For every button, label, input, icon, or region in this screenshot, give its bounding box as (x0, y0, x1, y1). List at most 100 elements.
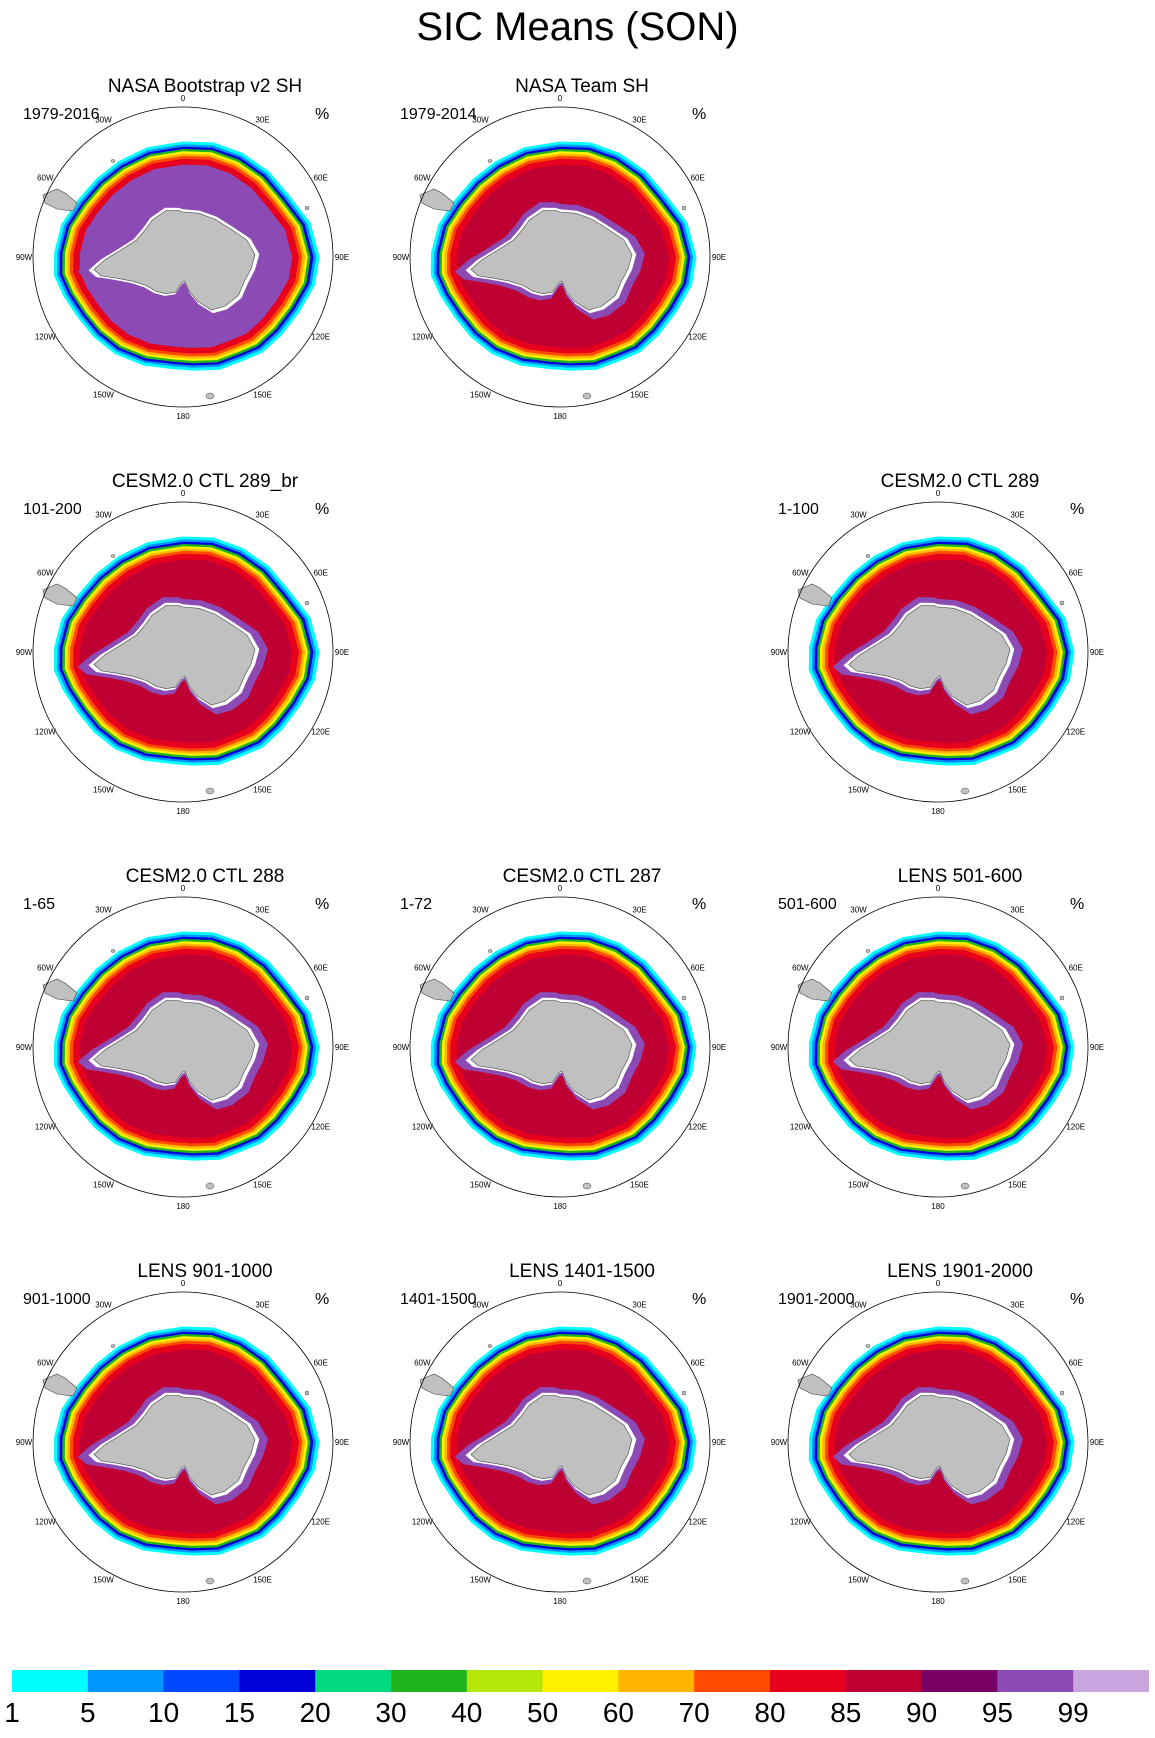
longitude-label: 90E (335, 253, 349, 262)
colorbar-tick-label: 85 (830, 1697, 862, 1728)
longitude-label: 150E (630, 1181, 649, 1190)
longitude-label: 180 (176, 1202, 190, 1211)
antarctica-landmass (848, 605, 1011, 706)
longitude-label: 90E (1090, 1043, 1104, 1052)
map-boundary (409, 106, 711, 408)
longitude-label: 60E (691, 1359, 705, 1368)
map-boundary (32, 501, 334, 803)
map-boundary (32, 896, 334, 1198)
panel-title: LENS 1401-1500 (509, 1261, 655, 1282)
longitude-label: 150W (848, 1576, 869, 1585)
longitude-label: 150W (93, 786, 114, 795)
polar-map: 0 30E 60E 90E 120E 150E 180 150W 120W 90W 60W 30W (16, 94, 349, 421)
kerguelen-islet (681, 1390, 687, 1396)
longitude-label: 150E (630, 1576, 649, 1585)
map-boundary (787, 896, 1089, 1198)
colorbar-swatch (163, 1670, 240, 1692)
longitude-label: 60E (691, 174, 705, 183)
new-zealand-islet (205, 392, 215, 400)
kerguelen-islet (304, 995, 310, 1001)
panel-title: LENS 1901-2000 (887, 1261, 1033, 1282)
antarctica-landmass (848, 1000, 1011, 1101)
panel-period: 1901-2000 (778, 1291, 855, 1308)
colorbar-swatch (921, 1670, 998, 1692)
south-america-landmass (42, 978, 78, 1002)
panel-unit: % (692, 896, 707, 913)
longitude-label: 120E (311, 333, 330, 342)
polar-map: 0 30E 60E 90E 120E 150E 180 150W 120W 90W 60W 30W (771, 884, 1104, 1211)
longitude-label: 90E (335, 1043, 349, 1052)
map-boundary (787, 1291, 1089, 1593)
longitude-label: 180 (553, 1202, 567, 1211)
panel-period: 1-72 (400, 896, 433, 913)
longitude-label: 120W (412, 333, 433, 342)
colorbar-tick-label: 5 (80, 1697, 96, 1728)
longitude-label: 150E (630, 391, 649, 400)
kerguelen-islet (1059, 995, 1065, 1001)
south-america-landmass (797, 583, 833, 607)
panel-unit: % (692, 1291, 707, 1308)
longitude-label: 180 (553, 1597, 567, 1606)
new-zealand-islet (960, 787, 970, 795)
longitude-label: 60E (1069, 964, 1083, 973)
south-america-landmass (419, 978, 455, 1002)
colorbar-tick-label: 15 (223, 1697, 255, 1728)
map-panel-cesm-288: CESM2.0 CTL 288 1-65 % 0 30E 60E 90E 120E 150… (15, 866, 395, 1246)
longitude-label: 150E (1008, 1576, 1027, 1585)
new-zealand-islet (582, 1182, 592, 1190)
antarctica-landmass (470, 210, 633, 311)
colorbar-tick-label: 90 (906, 1697, 938, 1728)
longitude-label: 30W (95, 115, 112, 124)
antarctica-landmass (848, 1395, 1011, 1496)
polar-map: 0 30E 60E 90E 120E 150E 180 150W 120W 90W 60W 30W (393, 884, 726, 1211)
longitude-label: 60W (792, 1359, 809, 1368)
new-zealand-islet (205, 1577, 215, 1585)
longitude-label: 30E (1010, 1300, 1024, 1309)
longitude-label: 120E (311, 1123, 330, 1132)
colorbar-swatch (1073, 1670, 1149, 1692)
colorbar-tick-label: 10 (148, 1697, 180, 1728)
polar-map: 0 30E 60E 90E 120E 150E 180 150W 120W 90W 60W 30W (393, 1279, 726, 1606)
polar-map: 0 30E 60E 90E 120E 150E 180 150W 120W 90W 60W 30W (393, 94, 726, 421)
south-america-landmass (419, 1373, 455, 1397)
longitude-label: 150W (93, 391, 114, 400)
longitude-label: 120W (35, 1123, 56, 1132)
longitude-label: 90W (393, 253, 410, 262)
kerguelen-islet (681, 205, 687, 211)
longitude-label: 30W (472, 905, 489, 914)
panel-unit: % (692, 106, 707, 123)
map-panel-cesm-289: CESM2.0 CTL 289 1-100 % 0 30E 60E 90E 120E 15… (770, 471, 1150, 851)
panel-period: 1979-2016 (23, 106, 100, 123)
polar-map: 0 30E 60E 90E 120E 150E 180 150W 120W 90W 60W 30W (16, 1279, 349, 1606)
panel-period: 1401-1500 (400, 1291, 477, 1308)
longitude-label: 90W (771, 1043, 788, 1052)
antarctica-landmass (93, 605, 256, 706)
longitude-label: 30E (255, 905, 269, 914)
antarctica-landmass (93, 1000, 256, 1101)
longitude-label: 90W (16, 253, 33, 262)
longitude-label: 60W (37, 569, 54, 578)
colorbar-tick-label: 50 (527, 1697, 559, 1728)
south-georgia-islet (487, 159, 493, 163)
longitude-label: 30E (255, 510, 269, 519)
longitude-label: 60E (314, 174, 328, 183)
map-panel-cesm-289-br: CESM2.0 CTL 289_br 101-200 % 0 30E 60E 90E 1… (15, 471, 395, 851)
colorbar-tick-label: 1 (4, 1697, 20, 1728)
longitude-label: 180 (931, 1597, 945, 1606)
longitude-label: 60W (37, 1359, 54, 1368)
panel-title: NASA Team SH (515, 76, 649, 97)
kerguelen-islet (304, 1390, 310, 1396)
longitude-label: 30E (255, 1300, 269, 1309)
map-boundary (409, 1291, 711, 1593)
longitude-label: 150W (93, 1576, 114, 1585)
longitude-label: 30W (95, 1300, 112, 1309)
longitude-label: 150E (253, 1576, 272, 1585)
panel-period: 1-65 (23, 896, 56, 913)
colorbar-swatch (391, 1670, 468, 1692)
colorbar-tick-label: 95 (981, 1697, 1013, 1728)
longitude-label: 180 (931, 1202, 945, 1211)
longitude-label: 60W (37, 964, 54, 973)
south-america-landmass (419, 188, 455, 212)
panel-period: 901-1000 (23, 1291, 91, 1308)
longitude-label: 30W (95, 510, 112, 519)
